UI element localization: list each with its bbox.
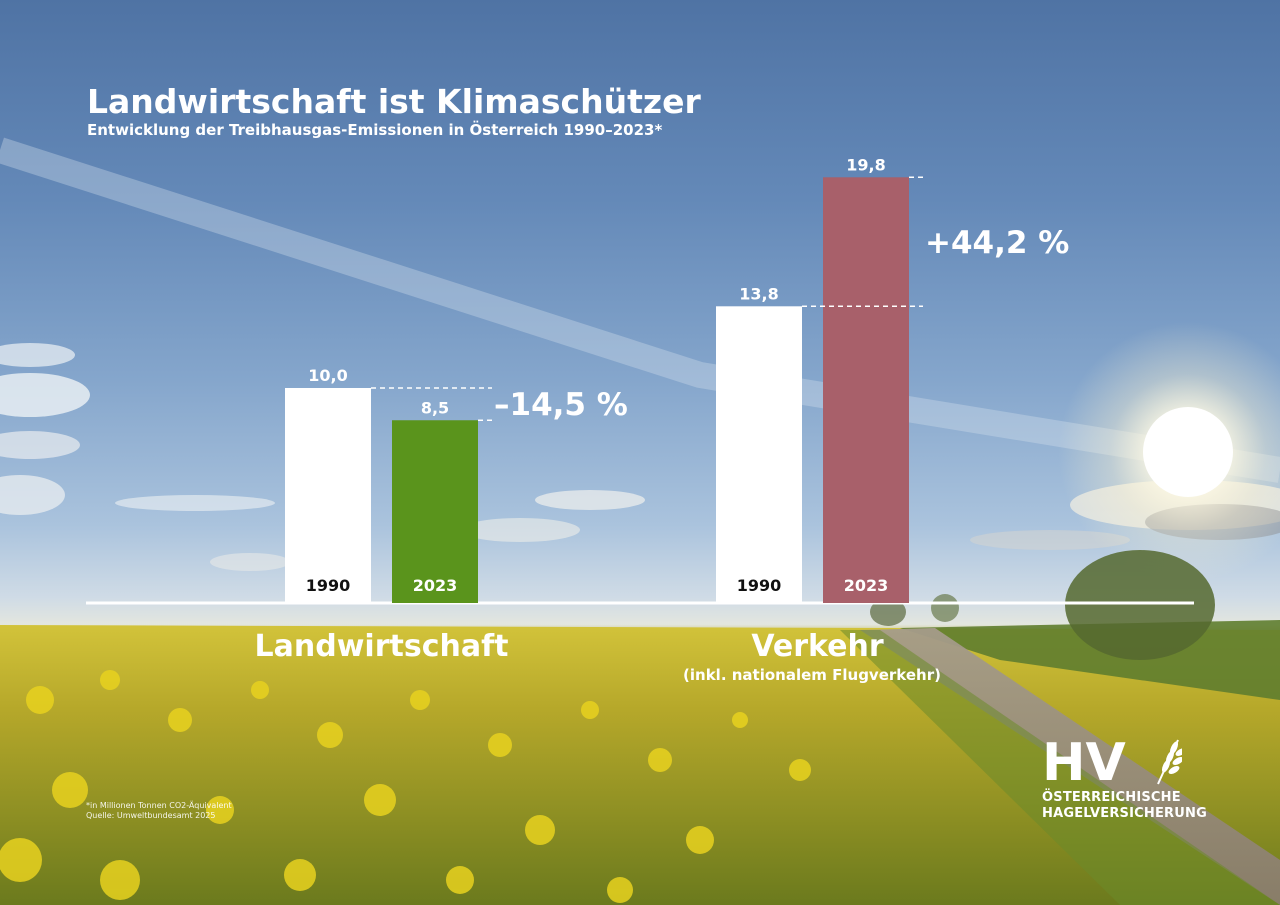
logo-text-line1: ÖSTERREICHISCHE — [1042, 790, 1181, 805]
year-label-verkehr-1990: 1990 — [737, 576, 782, 595]
footnote-source: Quelle: Umweltbundesamt 2025 — [86, 811, 216, 820]
change-label-verkehr: +44,2 % — [925, 225, 1069, 261]
group-label-landwirtschaft: Landwirtschaft — [255, 629, 509, 664]
group-sublabel-verkehr: (inkl. nationalem Flugverkehr) — [683, 666, 941, 684]
bar-landwirtschaft-1990 — [285, 388, 371, 603]
group-label-verkehr: Verkehr — [751, 629, 884, 664]
bar-verkehr-2023 — [823, 177, 909, 604]
value-label-landwirtschaft-2023: 8,5 — [421, 398, 449, 417]
wheat-ear-icon — [1157, 739, 1182, 785]
chart-subtitle: Entwicklung der Treibhausgas-Emissionen … — [87, 121, 663, 139]
year-label-landwirtschaft-1990: 1990 — [306, 576, 351, 595]
value-label-verkehr-2023: 19,8 — [846, 155, 885, 174]
footnote: *in Millionen Tonnen CO2-Äquivalent Quel… — [86, 801, 232, 821]
footnote-unit: *in Millionen Tonnen CO2-Äquivalent — [86, 801, 232, 810]
value-label-landwirtschaft-1990: 10,0 — [308, 366, 347, 385]
bar-verkehr-1990 — [716, 306, 802, 603]
company-logo: HV ÖSTERREICHISCHE HAGELVERSICHERUNG — [1042, 734, 1207, 824]
change-label-landwirtschaft: –14,5 % — [494, 387, 628, 423]
hv-logo-letters: HV — [1042, 734, 1126, 786]
hv-logo-mark: HV — [1042, 734, 1182, 786]
logo-text-line2: HAGELVERSICHERUNG — [1042, 806, 1207, 821]
value-label-verkehr-1990: 13,8 — [739, 284, 778, 303]
chart-title: Landwirtschaft ist Klimaschützer — [87, 82, 701, 121]
bar-landwirtschaft-2023 — [392, 420, 478, 603]
year-label-verkehr-2023: 2023 — [844, 576, 889, 595]
year-label-landwirtschaft-2023: 2023 — [413, 576, 458, 595]
